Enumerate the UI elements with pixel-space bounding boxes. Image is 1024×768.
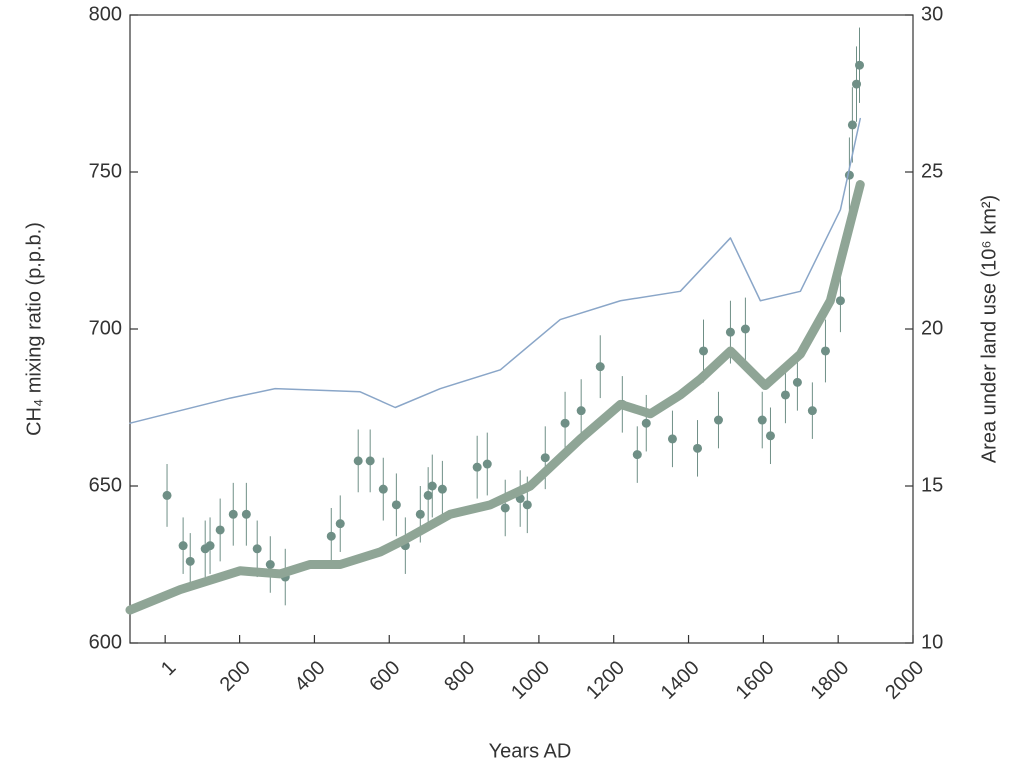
y-tick-label: 750 (89, 160, 122, 182)
x-tick-label: 800 (440, 657, 479, 696)
data-point (335, 519, 345, 529)
data-point (713, 415, 723, 425)
x-tick-label: 1000 (507, 657, 554, 704)
data-point (855, 60, 865, 70)
data-point (844, 170, 854, 180)
data-point (576, 406, 586, 416)
data-point (178, 541, 188, 551)
y-axis-label: CH₄ mixing ratio (p.p.b.) (23, 222, 45, 436)
data-point (595, 362, 605, 372)
line (129, 117, 862, 424)
data-point (792, 377, 802, 387)
x-tick-label: 1800 (806, 657, 853, 704)
data-point (847, 120, 857, 130)
data-point (423, 490, 433, 500)
x-tick-label: 1200 (582, 657, 629, 704)
data-point (162, 490, 172, 500)
y2-tick-label: 25 (921, 160, 943, 182)
y2-tick-label: 30 (921, 3, 943, 25)
data-point (740, 324, 750, 334)
data-point (765, 431, 775, 441)
data-point (391, 500, 401, 510)
data-point (807, 406, 817, 416)
data-point (415, 509, 425, 519)
data-point (353, 456, 363, 466)
x-tick-label: 200 (216, 657, 255, 696)
data-point (215, 525, 225, 535)
data-point (500, 503, 510, 513)
data-point (265, 560, 275, 569)
data-point (427, 481, 437, 491)
data-point (378, 484, 388, 494)
x-tick-label: 1 (157, 657, 180, 680)
y2-tick-label: 10 (921, 631, 943, 653)
data-point (757, 415, 767, 425)
y-tick-label: 600 (89, 631, 122, 653)
line (125, 180, 865, 615)
data-point (693, 443, 703, 453)
data-point (228, 509, 238, 519)
y2-axis-label: Area under land use (10⁶ km²) (978, 195, 1000, 463)
x-tick-label: 600 (365, 657, 404, 696)
data-point (632, 450, 642, 460)
data-point (437, 484, 447, 494)
data-point (365, 456, 375, 466)
data-point (667, 434, 677, 444)
data-point (560, 418, 570, 428)
data-point (482, 459, 492, 469)
x-axis-label: Years AD (489, 740, 572, 762)
data-point (852, 79, 862, 89)
plot-frame (129, 14, 914, 644)
data-point (205, 541, 215, 551)
data-point (699, 346, 709, 356)
data-point (820, 346, 830, 356)
y2-tick-label: 15 (921, 474, 943, 496)
x-tick-label: 1400 (657, 657, 704, 704)
data-point (326, 531, 336, 541)
data-point (780, 390, 790, 400)
x-tick-label: 400 (291, 657, 330, 696)
data-point (472, 462, 482, 472)
y-tick-label: 800 (89, 3, 122, 25)
data-point (185, 556, 195, 566)
data-point (835, 296, 845, 306)
data-point (252, 544, 262, 554)
y-tick-label: 700 (89, 317, 122, 339)
data-point (522, 500, 532, 510)
x-tick-label: 1600 (732, 657, 779, 704)
y2-tick-label: 20 (921, 317, 943, 339)
data-point (241, 509, 251, 519)
y-tick-label: 650 (89, 474, 122, 496)
data-point (540, 453, 550, 463)
x-tick-label: 2000 (881, 657, 928, 704)
data-point (725, 327, 735, 337)
data-point (641, 418, 651, 428)
